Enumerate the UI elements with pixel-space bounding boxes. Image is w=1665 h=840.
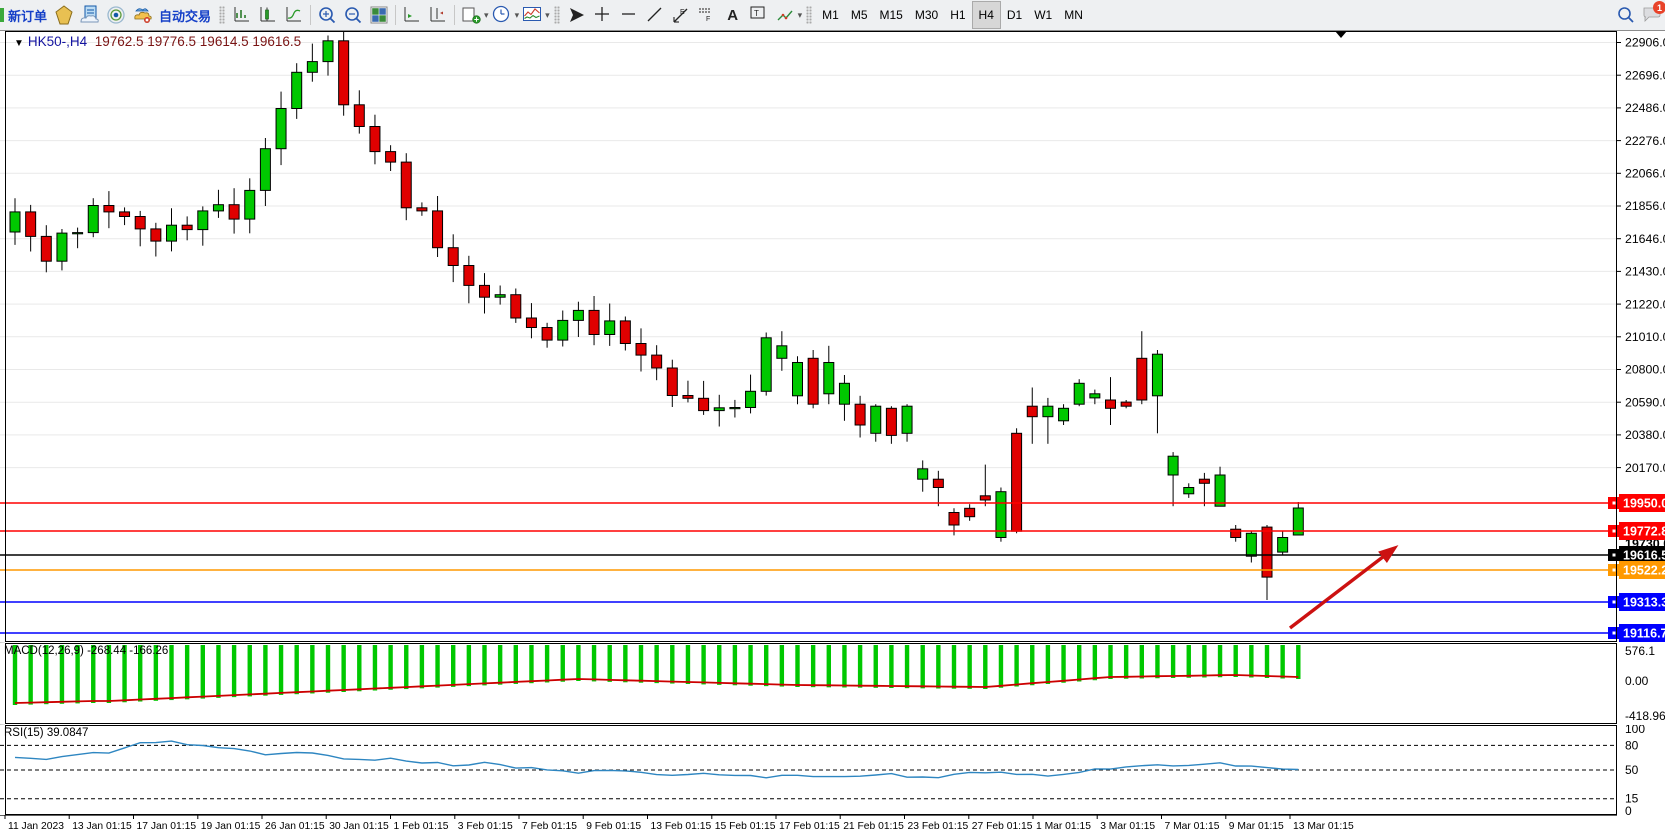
- svg-text:20590.0: 20590.0: [1625, 395, 1665, 409]
- svg-text:21856.0: 21856.0: [1625, 199, 1665, 213]
- svg-text:1 Feb 01:15: 1 Feb 01:15: [394, 821, 449, 832]
- svg-text:T: T: [754, 9, 759, 18]
- svg-text:21010.0: 21010.0: [1625, 330, 1665, 344]
- svg-text:15 Feb 01:15: 15 Feb 01:15: [715, 821, 776, 832]
- svg-text:1 Mar 01:15: 1 Mar 01:15: [1036, 821, 1091, 832]
- svg-text:7 Mar 01:15: 7 Mar 01:15: [1165, 821, 1220, 832]
- svg-text:-418.96: -418.96: [1625, 709, 1665, 723]
- svg-text:21430.0: 21430.0: [1625, 265, 1665, 279]
- svg-text:3 Mar 01:15: 3 Mar 01:15: [1100, 821, 1155, 832]
- svg-text:22696.0: 22696.0: [1625, 68, 1665, 82]
- svg-text:9 Feb 01:15: 9 Feb 01:15: [586, 821, 641, 832]
- svg-text:19616.5: 19616.5: [1623, 548, 1665, 562]
- svg-text:23 Feb 01:15: 23 Feb 01:15: [908, 821, 969, 832]
- svg-text:20170.0: 20170.0: [1625, 461, 1665, 475]
- svg-text:E: E: [680, 9, 685, 16]
- svg-text:22906.0: 22906.0: [1625, 36, 1665, 50]
- svg-text:80: 80: [1625, 738, 1639, 752]
- svg-text:27 Feb 01:15: 27 Feb 01:15: [972, 821, 1033, 832]
- svg-text:20800.0: 20800.0: [1625, 363, 1665, 377]
- svg-text:13 Mar 01:15: 13 Mar 01:15: [1293, 821, 1354, 832]
- svg-text:0: 0: [1625, 804, 1632, 815]
- svg-text:19950.0: 19950.0: [1623, 496, 1665, 510]
- svg-text:9 Mar 01:15: 9 Mar 01:15: [1229, 821, 1284, 832]
- svg-text:21220.0: 21220.0: [1625, 297, 1665, 311]
- svg-text:19313.3: 19313.3: [1623, 595, 1665, 609]
- svg-text:100: 100: [1625, 725, 1645, 736]
- svg-text:19772.8: 19772.8: [1623, 524, 1665, 538]
- svg-text:19522.2: 19522.2: [1623, 563, 1665, 577]
- svg-text:17 Jan 01:15: 17 Jan 01:15: [137, 821, 197, 832]
- svg-text:22066.0: 22066.0: [1625, 167, 1665, 181]
- svg-text:17 Feb 01:15: 17 Feb 01:15: [779, 821, 840, 832]
- svg-text:50: 50: [1625, 763, 1639, 777]
- svg-text:11 Jan 2023: 11 Jan 2023: [8, 821, 64, 832]
- svg-text:20380.0: 20380.0: [1625, 428, 1665, 442]
- svg-text:30 Jan 01:15: 30 Jan 01:15: [329, 821, 389, 832]
- svg-text:F: F: [706, 16, 710, 23]
- svg-text:21646.0: 21646.0: [1625, 232, 1665, 246]
- svg-text:13 Jan 01:15: 13 Jan 01:15: [72, 821, 132, 832]
- svg-text:26 Jan 01:15: 26 Jan 01:15: [265, 821, 325, 832]
- svg-text:3 Feb 01:15: 3 Feb 01:15: [458, 821, 513, 832]
- svg-text:13 Feb 01:15: 13 Feb 01:15: [651, 821, 712, 832]
- svg-text:7 Feb 01:15: 7 Feb 01:15: [522, 821, 577, 832]
- svg-text:22486.0: 22486.0: [1625, 101, 1665, 115]
- svg-text:576.1: 576.1: [1625, 644, 1655, 658]
- svg-text:22276.0: 22276.0: [1625, 134, 1665, 148]
- svg-text:19 Jan 01:15: 19 Jan 01:15: [201, 821, 261, 832]
- svg-text:19116.7: 19116.7: [1623, 626, 1665, 640]
- svg-text:0.00: 0.00: [1625, 674, 1649, 688]
- svg-text:21 Feb 01:15: 21 Feb 01:15: [843, 821, 904, 832]
